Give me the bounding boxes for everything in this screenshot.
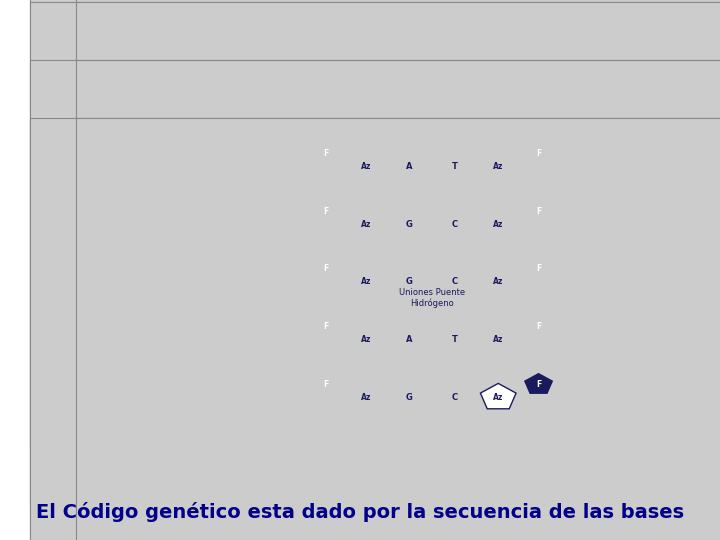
Text: ...HO.....Nucleótido.....: ...HO.....Nucleótido..... — [406, 467, 498, 476]
Text: Az: Az — [493, 163, 503, 171]
Text: Acido desoxirribonucleico (ADN): Acido desoxirribonucleico (ADN) — [323, 77, 577, 91]
Text: Az: Az — [361, 278, 371, 286]
Text: G: G — [405, 220, 413, 229]
Circle shape — [613, 47, 632, 61]
Polygon shape — [312, 316, 339, 335]
Polygon shape — [525, 201, 552, 220]
Text: Pares de Bases: Pares de Bases — [429, 120, 490, 129]
Text: 5': 5' — [678, 465, 688, 475]
Circle shape — [545, 56, 571, 76]
Text: A: A — [405, 163, 413, 171]
Circle shape — [572, 35, 608, 62]
Text: Az: Az — [493, 220, 503, 229]
Polygon shape — [480, 268, 516, 293]
Text: C: C — [452, 393, 458, 402]
Text: A: A — [405, 335, 413, 344]
Circle shape — [557, 16, 585, 38]
Polygon shape — [348, 153, 384, 178]
Text: T: T — [452, 335, 458, 344]
Circle shape — [594, 47, 613, 61]
Text: F: F — [323, 380, 328, 389]
Polygon shape — [312, 258, 339, 278]
Text: antiparalelas.: antiparalelas. — [18, 440, 118, 453]
Circle shape — [606, 58, 637, 82]
Text: F: F — [536, 322, 541, 331]
Text: Esqueleto
Azúcar Fosfato: Esqueleto Azúcar Fosfato — [322, 114, 381, 134]
Text: Az: Az — [493, 278, 503, 286]
Text: 3': 3' — [151, 115, 163, 125]
Circle shape — [551, 42, 570, 56]
Polygon shape — [525, 143, 552, 163]
FancyBboxPatch shape — [76, 2, 720, 540]
Polygon shape — [348, 383, 384, 409]
Polygon shape — [480, 383, 516, 409]
Text: - α-hélice con giro a la derecha.: - α-hélice con giro a la derecha. — [18, 383, 228, 396]
Text: la estructura helicoidal del ADN: la estructura helicoidal del ADN — [22, 107, 244, 120]
Polygon shape — [348, 211, 384, 236]
Polygon shape — [525, 258, 552, 278]
FancyBboxPatch shape — [536, 11, 691, 78]
FancyBboxPatch shape — [30, 60, 720, 540]
Text: El Código genético esta dado por la secuencia de las bases: El Código genético esta dado por la secu… — [36, 502, 684, 522]
Text: F: F — [536, 150, 541, 158]
FancyBboxPatch shape — [30, 0, 720, 504]
Text: C: C — [452, 278, 458, 286]
Text: Az: Az — [493, 393, 503, 402]
Circle shape — [587, 55, 616, 77]
Text: F: F — [323, 150, 328, 158]
FancyBboxPatch shape — [76, 0, 720, 447]
Polygon shape — [312, 143, 339, 163]
Polygon shape — [480, 211, 516, 236]
FancyBboxPatch shape — [30, 118, 720, 540]
Text: - Cadenas complementarias y: - Cadenas complementarias y — [18, 411, 214, 424]
Text: 3': 3' — [307, 465, 317, 475]
Polygon shape — [312, 201, 339, 220]
Text: OH: OH — [606, 128, 618, 137]
Polygon shape — [480, 326, 516, 351]
Text: Esqueleto
Azúcar Fosfato: Esqueleto Azúcar Fosfato — [543, 114, 602, 134]
Text: 5': 5' — [166, 373, 177, 383]
Text: C: C — [452, 220, 458, 229]
Text: Estructura molecular del ADN: Estructura molecular del ADN — [93, 43, 512, 67]
Text: F: F — [323, 322, 328, 331]
FancyBboxPatch shape — [76, 0, 720, 504]
Circle shape — [618, 35, 647, 57]
Circle shape — [639, 18, 671, 42]
Text: Az: Az — [493, 335, 503, 344]
Text: Az: Az — [361, 220, 371, 229]
Text: 5': 5' — [117, 115, 128, 125]
Text: - Desoxinucleótidos de A, T, G, y C.: - Desoxinucleótidos de A, T, G, y C. — [18, 468, 250, 481]
Text: Representación esquemática de: Representación esquemática de — [22, 97, 247, 110]
FancyBboxPatch shape — [30, 0, 720, 447]
Polygon shape — [348, 268, 384, 293]
Circle shape — [572, 44, 591, 58]
Text: T: T — [452, 163, 458, 171]
Text: F: F — [536, 207, 541, 216]
Polygon shape — [480, 153, 516, 178]
Text: F: F — [323, 207, 328, 216]
Text: 3': 3' — [131, 373, 143, 383]
Text: 3': 3' — [625, 128, 632, 137]
Text: Uniones Puente
Hidrógeno: Uniones Puente Hidrógeno — [399, 288, 465, 308]
Text: F: F — [323, 265, 328, 273]
Text: F: F — [536, 380, 541, 389]
Circle shape — [596, 21, 628, 44]
Text: G: G — [405, 393, 413, 402]
Text: - G 50% más fuerte que A-T.: - G 50% más fuerte que A-T. — [18, 496, 202, 509]
Circle shape — [630, 55, 656, 75]
Circle shape — [531, 26, 563, 50]
FancyBboxPatch shape — [42, 128, 261, 375]
Text: G: G — [405, 278, 413, 286]
FancyBboxPatch shape — [76, 118, 720, 540]
Text: Ácidos Nucleicos:: Ácidos Nucleicos: — [179, 16, 426, 40]
Circle shape — [635, 47, 654, 61]
Text: Az: Az — [361, 393, 371, 402]
Text: F: F — [536, 265, 541, 273]
Circle shape — [564, 58, 595, 82]
Text: Az: Az — [361, 335, 371, 344]
Text: 1953. Watson, Crick y Wilkins: 1953. Watson, Crick y Wilkins — [22, 76, 300, 94]
Circle shape — [647, 56, 678, 79]
Polygon shape — [525, 374, 552, 393]
Polygon shape — [312, 374, 339, 393]
